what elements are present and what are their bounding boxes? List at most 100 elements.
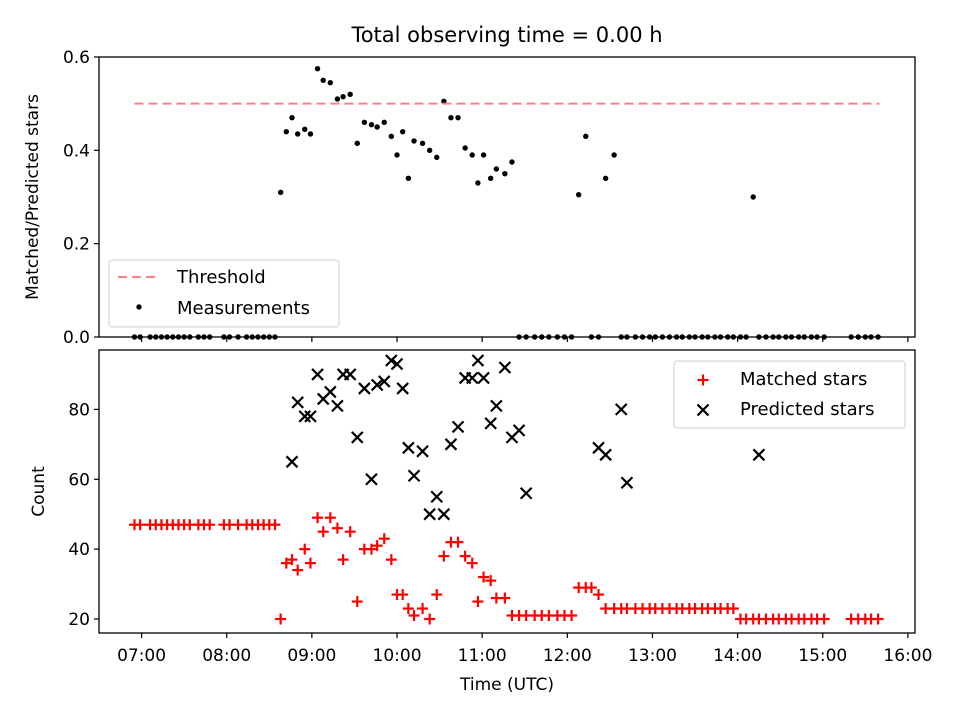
- matched-star-point: [204, 519, 216, 531]
- count-x-tick-label: 09:00: [287, 646, 336, 666]
- measurement-point: [388, 133, 395, 140]
- matched-star-point: [818, 613, 830, 625]
- legend-matched-sample: [697, 374, 709, 386]
- measurement-point: [448, 114, 454, 121]
- measurement-point: [462, 145, 468, 151]
- matched-star-point: [459, 550, 471, 562]
- legend-measurements-label: Measurements: [177, 298, 310, 319]
- matched-star-point: [408, 610, 420, 622]
- ratio-y-tick-label: 0.6: [63, 48, 90, 68]
- ratio-panel: 0.0 0.2 0.4 0.6 Matched/Predicted stars Thr…: [23, 48, 916, 348]
- measurement-point: [602, 175, 609, 182]
- count-x-ticks: 07:00 08:00 09:00 10:00 11:00 12:00 13:00 14:00…: [117, 633, 932, 666]
- measurement-point: [469, 152, 475, 158]
- measurement-point: [289, 114, 295, 121]
- predicted-star-point: [477, 371, 490, 385]
- measurement-point: [320, 77, 326, 84]
- ratio-y-axis-label: Matched/Predicted stars: [23, 94, 43, 300]
- ratio-legend-box: [108, 259, 340, 328]
- matched-star-point: [593, 589, 605, 601]
- measurement-point: [368, 121, 375, 128]
- count-x-tick-label: 16:00: [883, 646, 932, 666]
- measurement-point: [426, 147, 433, 154]
- predicted-star-point: [423, 507, 436, 521]
- matched-star-point: [397, 589, 409, 601]
- matched-star-point: [466, 557, 478, 569]
- predicted-star-point: [298, 410, 312, 423]
- predicted-star-point: [471, 354, 485, 367]
- predicted-star-point: [752, 448, 766, 462]
- measurement-point: [455, 114, 461, 121]
- matched-star-point: [337, 554, 349, 566]
- matched-star-point: [585, 582, 597, 594]
- measurement-point: [294, 131, 301, 137]
- predicted-star-points: [285, 354, 766, 521]
- predicted-star-point: [351, 431, 364, 444]
- matched-star-point: [286, 554, 298, 566]
- chart-title: Total observing time = 0.00 h: [350, 23, 662, 47]
- matched-star-point: [431, 589, 443, 601]
- ratio-x-ticks: [140, 337, 909, 342]
- predicted-star-point: [343, 368, 357, 381]
- predicted-star-point: [490, 399, 503, 413]
- count-x-tick-label: 08:00: [202, 646, 251, 666]
- matched-star-point: [378, 533, 390, 545]
- predicted-star-point: [620, 476, 634, 490]
- measurement-point: [419, 140, 426, 147]
- predicted-star-point: [407, 469, 421, 483]
- measurement-point: [399, 128, 406, 135]
- measurement-point: [334, 96, 341, 102]
- measurement-point: [302, 126, 308, 133]
- predicted-star-point: [444, 438, 458, 451]
- measurement-point: [502, 170, 508, 177]
- matched-star-point: [292, 564, 304, 576]
- ratio-panel-frame: [98, 56, 916, 338]
- matched-star-point: [269, 519, 281, 531]
- matched-star-point: [402, 603, 414, 615]
- predicted-star-point: [385, 354, 398, 367]
- matched-star-point: [317, 526, 329, 538]
- count-y-axis-label: Count: [29, 466, 49, 517]
- measurement-point: [411, 138, 417, 144]
- predicted-star-point: [311, 368, 324, 381]
- predicted-star-point: [465, 371, 479, 385]
- measurement-point: [394, 152, 400, 158]
- predicted-star-point: [377, 375, 391, 388]
- count-x-tick-label: 11:00: [458, 646, 507, 666]
- matched-star-point: [331, 522, 343, 534]
- matched-star-point: [385, 554, 397, 566]
- measurement-point: [374, 124, 380, 130]
- predicted-star-point: [451, 420, 465, 434]
- measurement-point: [314, 65, 321, 72]
- predicted-star-point: [402, 441, 415, 455]
- count-x-tick-label: 14:00: [713, 646, 762, 666]
- count-y-tick-label: 20: [68, 610, 90, 630]
- count-y-tick-label: 60: [68, 470, 90, 490]
- count-x-tick-label: 07:00: [117, 646, 166, 666]
- matched-star-point: [478, 571, 490, 583]
- matched-star-point: [312, 512, 324, 524]
- measurement-point: [475, 180, 481, 186]
- matched-star-point: [275, 613, 287, 625]
- predicted-star-point: [390, 357, 404, 371]
- predicted-star-point: [324, 385, 337, 399]
- count-y-ticks: 20 40 60 80: [68, 400, 99, 630]
- measurement-point: [493, 166, 500, 172]
- matched-star-point: [499, 592, 511, 604]
- legend-matched-label: Matched stars: [740, 369, 867, 390]
- legend-threshold-label: Threshold: [176, 267, 266, 288]
- measurement-point: [750, 194, 756, 200]
- matched-star-point: [438, 550, 450, 562]
- predicted-star-point: [614, 403, 628, 416]
- count-legend-box: [673, 360, 906, 429]
- matched-star-point: [872, 613, 884, 625]
- predicted-star-point: [512, 424, 526, 437]
- ratio-y-tick-label: 0.2: [63, 235, 90, 255]
- matched-star-point: [727, 603, 739, 615]
- measurement-point: [583, 133, 589, 140]
- predicted-star-point: [331, 399, 344, 413]
- measurement-point: [283, 128, 290, 135]
- measurement-point: [405, 175, 412, 182]
- measurement-point: [434, 154, 440, 161]
